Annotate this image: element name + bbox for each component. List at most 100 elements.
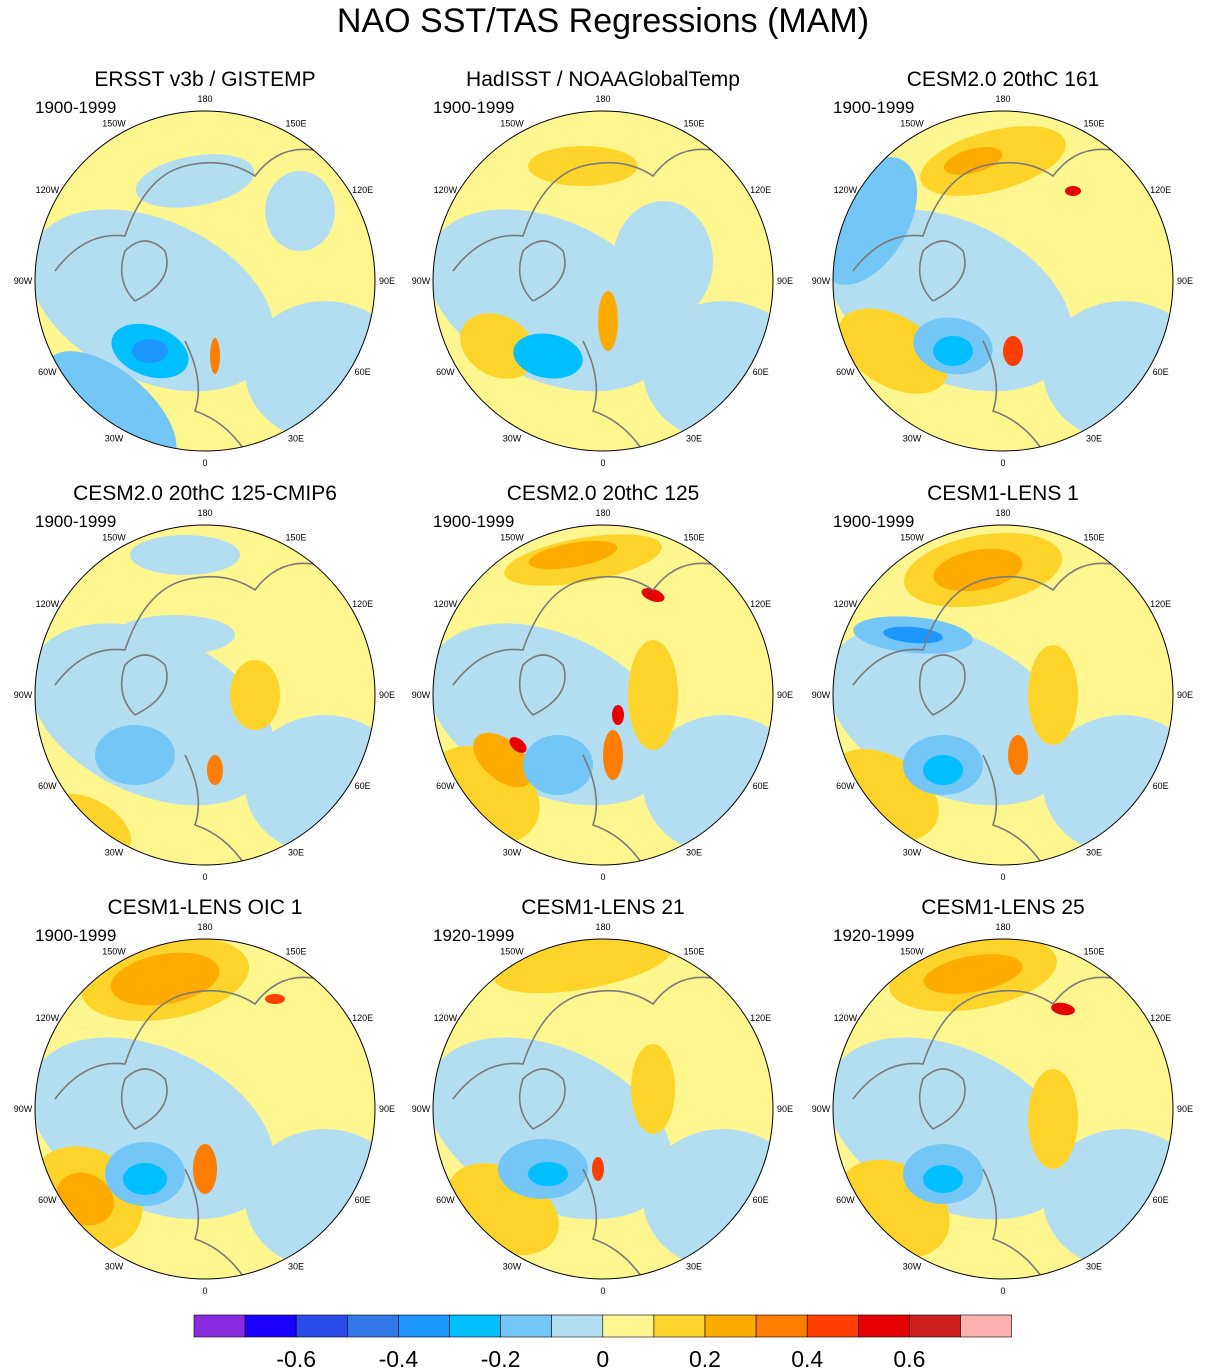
field-region (1051, 1002, 1075, 1016)
field-region (1008, 735, 1028, 775)
longitude-label: 180 (197, 922, 212, 932)
longitude-label: 120E (352, 1013, 373, 1023)
field-region (592, 1157, 604, 1181)
field-region (628, 640, 678, 750)
colorbar-swatch (449, 1314, 501, 1338)
globe-outline (432, 938, 774, 1280)
longitude-label: 0 (600, 872, 605, 882)
colorbar-tick-label: -0.4 (379, 1346, 419, 1371)
longitude-label: 120W (36, 599, 60, 609)
longitude-label: 30W (105, 848, 124, 858)
field-region (207, 755, 223, 785)
map-panel: 180 150E 120E 90E 60E 30E 0 30W 60W 90W 120W 150W CE… (403, 896, 803, 1306)
longitude-label: 120W (36, 1013, 60, 1023)
field-region (115, 615, 235, 655)
polar-map: 180 150E 120E 90E 60E 30E 0 30W 60W 90W 120W 150W (412, 922, 793, 1296)
longitude-label: 60W (836, 367, 855, 377)
field-region (265, 994, 285, 1004)
field-region (923, 954, 1023, 994)
longitude-label: 0 (202, 872, 207, 882)
panel-title: CESM2.0 20thC 125-CMIP6 (73, 482, 337, 505)
longitude-label: 0 (600, 1286, 605, 1296)
longitude-label: 30W (903, 434, 922, 444)
longitude-label: 60E (753, 367, 769, 377)
longitude-label: 150W (900, 946, 924, 956)
panel-title: ERSST v3b / GISTEMP (94, 68, 316, 91)
longitude-label: 30E (288, 434, 304, 444)
longitude-label: 150E (285, 532, 306, 542)
panel-period: 1920-1999 (433, 926, 515, 945)
globe-outline (432, 524, 774, 866)
colorbar-swatch (602, 1314, 655, 1338)
longitude-label: 90E (1177, 690, 1193, 700)
longitude-label: 180 (995, 508, 1010, 518)
longitude-label: 60E (355, 781, 371, 791)
field-region (509, 737, 527, 753)
longitude-label: 150W (500, 118, 524, 128)
polar-map: 180 150E 120E 90E 60E 30E 0 30W 60W 90W 120W 150W (14, 922, 395, 1296)
longitude-label: 150E (285, 118, 306, 128)
longitude-label: 120W (36, 185, 60, 195)
panel-period: 1900-1999 (433, 512, 515, 531)
panel-title: CESM1-LENS 25 (921, 896, 1085, 919)
longitude-label: 150E (1083, 532, 1104, 542)
map-panel: 180 150E 120E 90E 60E 30E 0 30W 60W 90W 120W 150W CE… (403, 482, 803, 892)
map-panel: 180 150E 120E 90E 60E 30E 0 30W 60W 90W 120W 150W CE… (5, 896, 405, 1306)
longitude-label: 120W (834, 599, 858, 609)
colorbar-swatch (551, 1314, 604, 1338)
longitude-label: 120W (834, 185, 858, 195)
longitude-label: 150W (102, 532, 126, 542)
colorbar-swatch (806, 1314, 859, 1338)
longitude-label: 90E (777, 690, 793, 700)
field-region (245, 1129, 375, 1269)
longitude-label: 150E (1083, 118, 1104, 128)
field-region (1053, 331, 1133, 391)
field-region (230, 660, 280, 730)
longitude-label: 0 (600, 458, 605, 468)
colorbar-tick-label: 0.4 (791, 1346, 823, 1371)
longitude-label: 30E (1086, 434, 1102, 444)
field-region (513, 333, 583, 379)
longitude-label: 120E (352, 185, 373, 195)
field-region (95, 725, 175, 785)
longitude-label: 60W (836, 781, 855, 791)
field-region (210, 338, 220, 374)
field-region (598, 291, 618, 351)
field-region (123, 1163, 167, 1195)
field-region (245, 301, 375, 441)
longitude-label: 30E (686, 434, 702, 444)
longitude-label: 150W (900, 532, 924, 542)
longitude-label: 0 (202, 1286, 207, 1296)
colorbar-swatch (244, 1314, 297, 1338)
longitude-label: 30E (288, 1262, 304, 1272)
longitude-label: 30W (903, 1262, 922, 1272)
globe-outline (832, 110, 1174, 452)
longitude-label: 180 (995, 94, 1010, 104)
longitude-label: 90E (1177, 1104, 1193, 1114)
longitude-label: 60W (836, 1195, 855, 1205)
globe-outline (34, 524, 376, 866)
longitude-label: 60W (38, 367, 57, 377)
panel-title: CESM2.0 20thC 161 (906, 68, 1100, 91)
longitude-label: 90E (379, 276, 395, 286)
colorbar-swatch (704, 1314, 757, 1338)
longitude-label: 150E (683, 532, 704, 542)
longitude-label: 30W (105, 1262, 124, 1272)
polar-map: 180 150E 120E 90E 60E 30E 0 30W 60W 90W 120W 150W (412, 508, 793, 882)
longitude-label: 60W (436, 1195, 455, 1205)
field-region (612, 705, 624, 725)
field-region (603, 730, 623, 780)
globe-outline (432, 110, 774, 452)
field-region (1003, 336, 1023, 366)
map-panel: 180 150E 120E 90E 60E 30E 0 30W 60W 90W 120W 150W CE… (5, 482, 405, 892)
panel-period: 1900-1999 (833, 512, 915, 531)
longitude-label: 60E (753, 1195, 769, 1205)
colorbar-swatch (295, 1314, 348, 1338)
globe-outline (832, 938, 1174, 1280)
colorbar-tick-label: -0.2 (481, 1346, 521, 1371)
longitude-label: 30W (503, 848, 522, 858)
colorbar-swatch (346, 1314, 399, 1338)
polar-map: 180 150E 120E 90E 60E 30E 0 30W 60W 90W 120W 150W (412, 94, 793, 468)
longitude-label: 120E (750, 185, 771, 195)
colorbar-swatch (960, 1314, 1012, 1338)
